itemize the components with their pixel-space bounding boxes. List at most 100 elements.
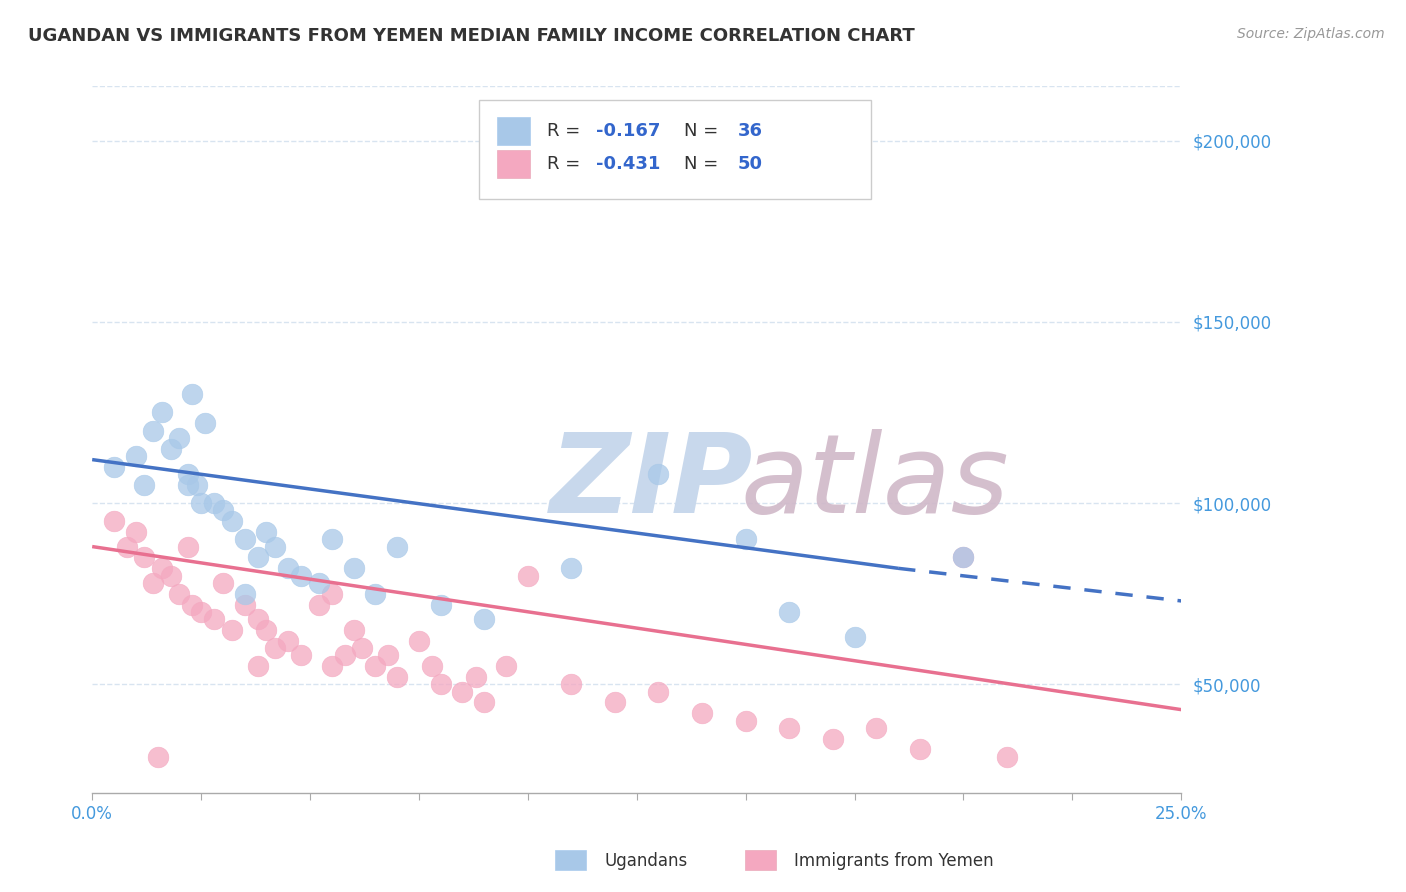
Point [103,459,125,474]
Point [647,467,669,481]
Point [181,387,204,401]
Point [352,640,374,655]
Point [952,550,974,565]
Point [429,677,451,691]
Point [134,550,156,565]
Point [194,417,217,431]
Point [734,714,756,728]
Point [233,587,256,601]
Point [472,612,495,626]
Point [115,540,138,554]
Point [159,568,181,582]
Text: Source: ZipAtlas.com: Source: ZipAtlas.com [1237,27,1385,41]
Point [420,659,443,673]
Point [778,605,800,619]
Point [190,605,212,619]
FancyBboxPatch shape [498,117,530,145]
Point [159,442,181,456]
Text: -0.167: -0.167 [596,122,661,140]
Point [146,749,169,764]
Point [221,514,243,528]
Point [844,630,866,644]
Text: N =: N = [683,155,724,173]
Text: -0.431: -0.431 [596,155,661,173]
Point [177,467,200,481]
Point [908,742,931,756]
Point [647,684,669,698]
Point [142,424,165,438]
Point [254,524,277,539]
Point [290,648,312,663]
Text: R =: R = [547,122,586,140]
Point [233,533,256,547]
Point [560,677,582,691]
Text: R =: R = [547,155,586,173]
Point [212,503,235,517]
Point [377,648,399,663]
Point [385,540,408,554]
Point [865,721,887,735]
Point [364,659,387,673]
Point [321,533,343,547]
Point [264,640,287,655]
Text: N =: N = [683,122,724,140]
Point [952,550,974,565]
Point [560,561,582,575]
Point [385,670,408,684]
Point [429,598,451,612]
Point [134,478,156,492]
Point [186,478,208,492]
Text: 50: 50 [738,155,763,173]
Point [342,623,364,637]
Point [408,633,430,648]
Point [290,568,312,582]
Point [190,496,212,510]
Point [342,561,364,575]
Point [202,496,225,510]
Point [125,524,148,539]
Text: Immigrants from Yemen: Immigrants from Yemen [794,852,994,870]
Point [995,749,1018,764]
Point [212,575,235,590]
Text: 36: 36 [738,122,763,140]
Point [169,431,191,445]
Point [177,540,200,554]
Point [254,623,277,637]
Point [177,478,200,492]
FancyBboxPatch shape [479,101,870,200]
Point [690,706,713,721]
Point [603,695,626,709]
Point [308,575,330,590]
Point [277,633,299,648]
Text: Ugandans: Ugandans [605,852,688,870]
Point [321,659,343,673]
Point [333,648,356,663]
Point [495,659,517,673]
Point [364,587,387,601]
Point [125,449,148,463]
Point [778,721,800,735]
Point [150,561,173,575]
Point [734,533,756,547]
Point [150,405,173,419]
Point [472,695,495,709]
Point [321,587,343,601]
Text: atlas: atlas [740,428,1008,535]
Point [246,659,269,673]
Text: ZIP: ZIP [550,428,754,535]
Point [451,684,474,698]
Point [308,598,330,612]
Point [516,568,538,582]
Point [202,612,225,626]
FancyBboxPatch shape [498,150,530,178]
Point [246,612,269,626]
Point [277,561,299,575]
Point [464,670,486,684]
Point [142,575,165,590]
Point [233,598,256,612]
Point [103,514,125,528]
Point [169,587,191,601]
Point [264,540,287,554]
Text: UGANDAN VS IMMIGRANTS FROM YEMEN MEDIAN FAMILY INCOME CORRELATION CHART: UGANDAN VS IMMIGRANTS FROM YEMEN MEDIAN … [28,27,915,45]
Point [221,623,243,637]
